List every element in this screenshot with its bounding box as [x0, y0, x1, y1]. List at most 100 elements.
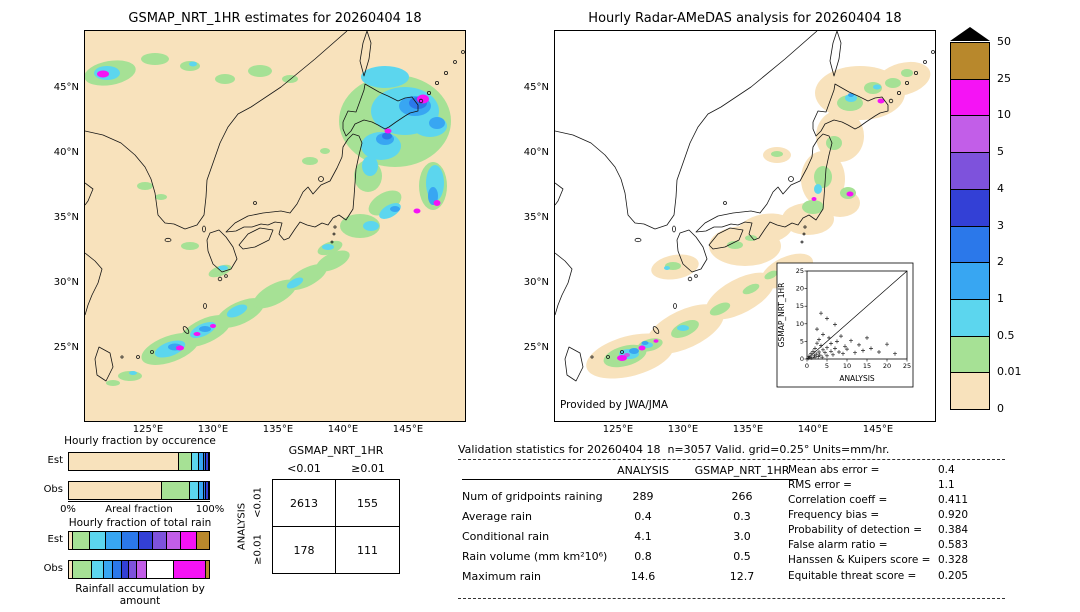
column-header-gsmap: GSMAP_NRT_1HR — [694, 464, 790, 477]
inset-xlabel: ANALYSIS — [839, 374, 875, 383]
bar-segment — [172, 561, 205, 578]
colorbar-tick-label: 5 — [997, 145, 1004, 159]
totalrain-chart-title: Hourly fraction of total rain — [68, 517, 212, 529]
lat-tick-label: 40°N — [53, 147, 79, 158]
inset-y-tick-label: 10 — [796, 320, 804, 328]
colorbar-segment — [951, 335, 989, 373]
colorbar-tick-label: 3 — [997, 218, 1004, 232]
inset-y-tick-label: 5 — [800, 337, 804, 345]
colorbar-segment — [951, 43, 989, 79]
lat-tick-label: 30°N — [53, 277, 79, 288]
inset-x-tick-label: 25 — [903, 362, 911, 370]
analysis-value: 0.4 — [634, 510, 652, 523]
validation-panel: Validation statistics for 20260404 18 n=… — [458, 440, 1020, 610]
stat-value: 0.384 — [938, 524, 969, 536]
lon-tick-label: 140°E — [327, 424, 359, 435]
bar-segment — [71, 532, 89, 549]
contingency-col-label: ≥0.01 — [351, 462, 385, 475]
analysis-value: 0.8 — [634, 550, 652, 563]
metric-label: Maximum rain — [462, 570, 541, 583]
colorbar-tick-label: 0.01 — [997, 365, 1022, 379]
stat-line: Hanssen & Kuipers score = 0.328 — [788, 554, 1018, 568]
bar-segment — [105, 532, 121, 549]
metric-label: Rain volume (mm km²10⁶) — [462, 550, 608, 563]
colorbar-tick-label: 0 — [997, 402, 1004, 415]
bar-segment — [151, 532, 166, 549]
lat-tick-label: 30°N — [523, 277, 549, 288]
bar-segment — [205, 482, 208, 499]
lat-tick-label: 25°N — [53, 342, 79, 353]
bar-segment — [189, 482, 198, 499]
dashed-divider — [458, 598, 1005, 599]
validation-row: Num of gridpoints raining 289 266 — [462, 490, 802, 505]
colorbar-tick-label: 10 — [997, 108, 1011, 122]
colorbar-tick-label: 1 — [997, 291, 1004, 305]
stat-line: Equitable threat score = 0.205 — [788, 570, 1018, 584]
validation-row: Maximum rain 14.6 12.7 — [462, 570, 802, 585]
inset-x-tick-label: 10 — [843, 362, 851, 370]
inset-x-tick-label: 5 — [825, 362, 829, 370]
bar-segment — [137, 532, 152, 549]
stat-value: 0.583 — [938, 539, 969, 551]
analysis-value: 289 — [632, 490, 654, 503]
occurrence-bar-est — [68, 452, 210, 471]
stat-line: Frequency bias = 0.920 — [788, 509, 1018, 523]
colorbar-segment — [951, 262, 989, 299]
contingency-row-label: ≥0.01 — [252, 534, 264, 565]
inset-y-tick-label: 0 — [800, 355, 804, 363]
analysis-value: 4.1 — [634, 530, 652, 543]
inset-y-tick-label: 20 — [796, 285, 804, 293]
lon-tick-label: 125°E — [602, 424, 634, 435]
contingency-cell: 155 — [336, 480, 399, 527]
lat-tick-label: 45°N — [523, 82, 549, 93]
contingency-cell: 2613 — [273, 480, 336, 527]
occurrence-bar-obs — [68, 481, 210, 500]
right-map-title: Hourly Radar-AMeDAS analysis for 2026040… — [588, 11, 902, 26]
stat-label: Frequency bias = — [788, 509, 880, 521]
inset-y-ticks: 0 5 10 15 20 25 — [796, 267, 807, 363]
metric-label: Average rain — [462, 510, 532, 523]
dashed-divider — [458, 459, 1005, 460]
lon-tick-label: 140°E — [797, 424, 829, 435]
colorbar-tick-label: 25 — [997, 71, 1011, 85]
bar-segment — [197, 482, 203, 499]
axis-title: Areal fraction — [105, 504, 173, 515]
totalrain-bar-obs — [68, 560, 210, 579]
row-label-est: Est — [47, 534, 63, 545]
bar-segment — [202, 453, 206, 470]
bar-segment — [145, 561, 173, 578]
colorbar-segment — [951, 188, 989, 226]
stat-value: 0.328 — [938, 554, 969, 566]
bar-segment — [179, 532, 197, 549]
inset-x-tick-label: 0 — [805, 362, 809, 370]
right-map-lon-axis: 125°E 130°E 135°E 140°E 145°E — [554, 424, 936, 438]
colorbar-tick-label: 0.5 — [997, 328, 1015, 342]
validation-title: Validation statistics for 20260404 18 n=… — [458, 443, 890, 456]
coastlines — [85, 31, 465, 382]
stat-line: Probability of detection = 0.384 — [788, 524, 1018, 538]
data-credit: Provided by JWA/JMA — [560, 399, 669, 411]
inset-x-ticks: 0 5 10 15 20 25 — [805, 359, 911, 370]
gsmap-value: 0.5 — [733, 550, 751, 563]
stat-label: False alarm ratio = — [788, 539, 888, 551]
validation-row: Rain volume (mm km²10⁶) 0.8 0.5 — [462, 550, 802, 565]
stat-line: False alarm ratio = 0.583 — [788, 539, 1018, 553]
stat-value: 0.411 — [938, 494, 969, 506]
gsmap-value: 266 — [731, 490, 753, 503]
colorbar-overflow-triangle — [950, 27, 990, 41]
coastlines — [555, 31, 935, 382]
colorbar-segment — [951, 78, 989, 116]
bar-segment — [120, 561, 128, 578]
lon-tick-label: 135°E — [262, 424, 294, 435]
colorbar-segment — [951, 225, 989, 263]
contingency-cell: 111 — [357, 543, 378, 557]
header-underline — [462, 479, 798, 480]
precipitation-shading — [85, 53, 451, 386]
lon-tick-label: 135°E — [732, 424, 764, 435]
bar-segment — [177, 453, 191, 470]
axis-min-label: 0% — [60, 504, 76, 515]
colorbar-tick-label: 2 — [997, 255, 1004, 269]
inset-diagonal-line — [806, 270, 908, 360]
stat-value: 0.205 — [938, 570, 969, 582]
